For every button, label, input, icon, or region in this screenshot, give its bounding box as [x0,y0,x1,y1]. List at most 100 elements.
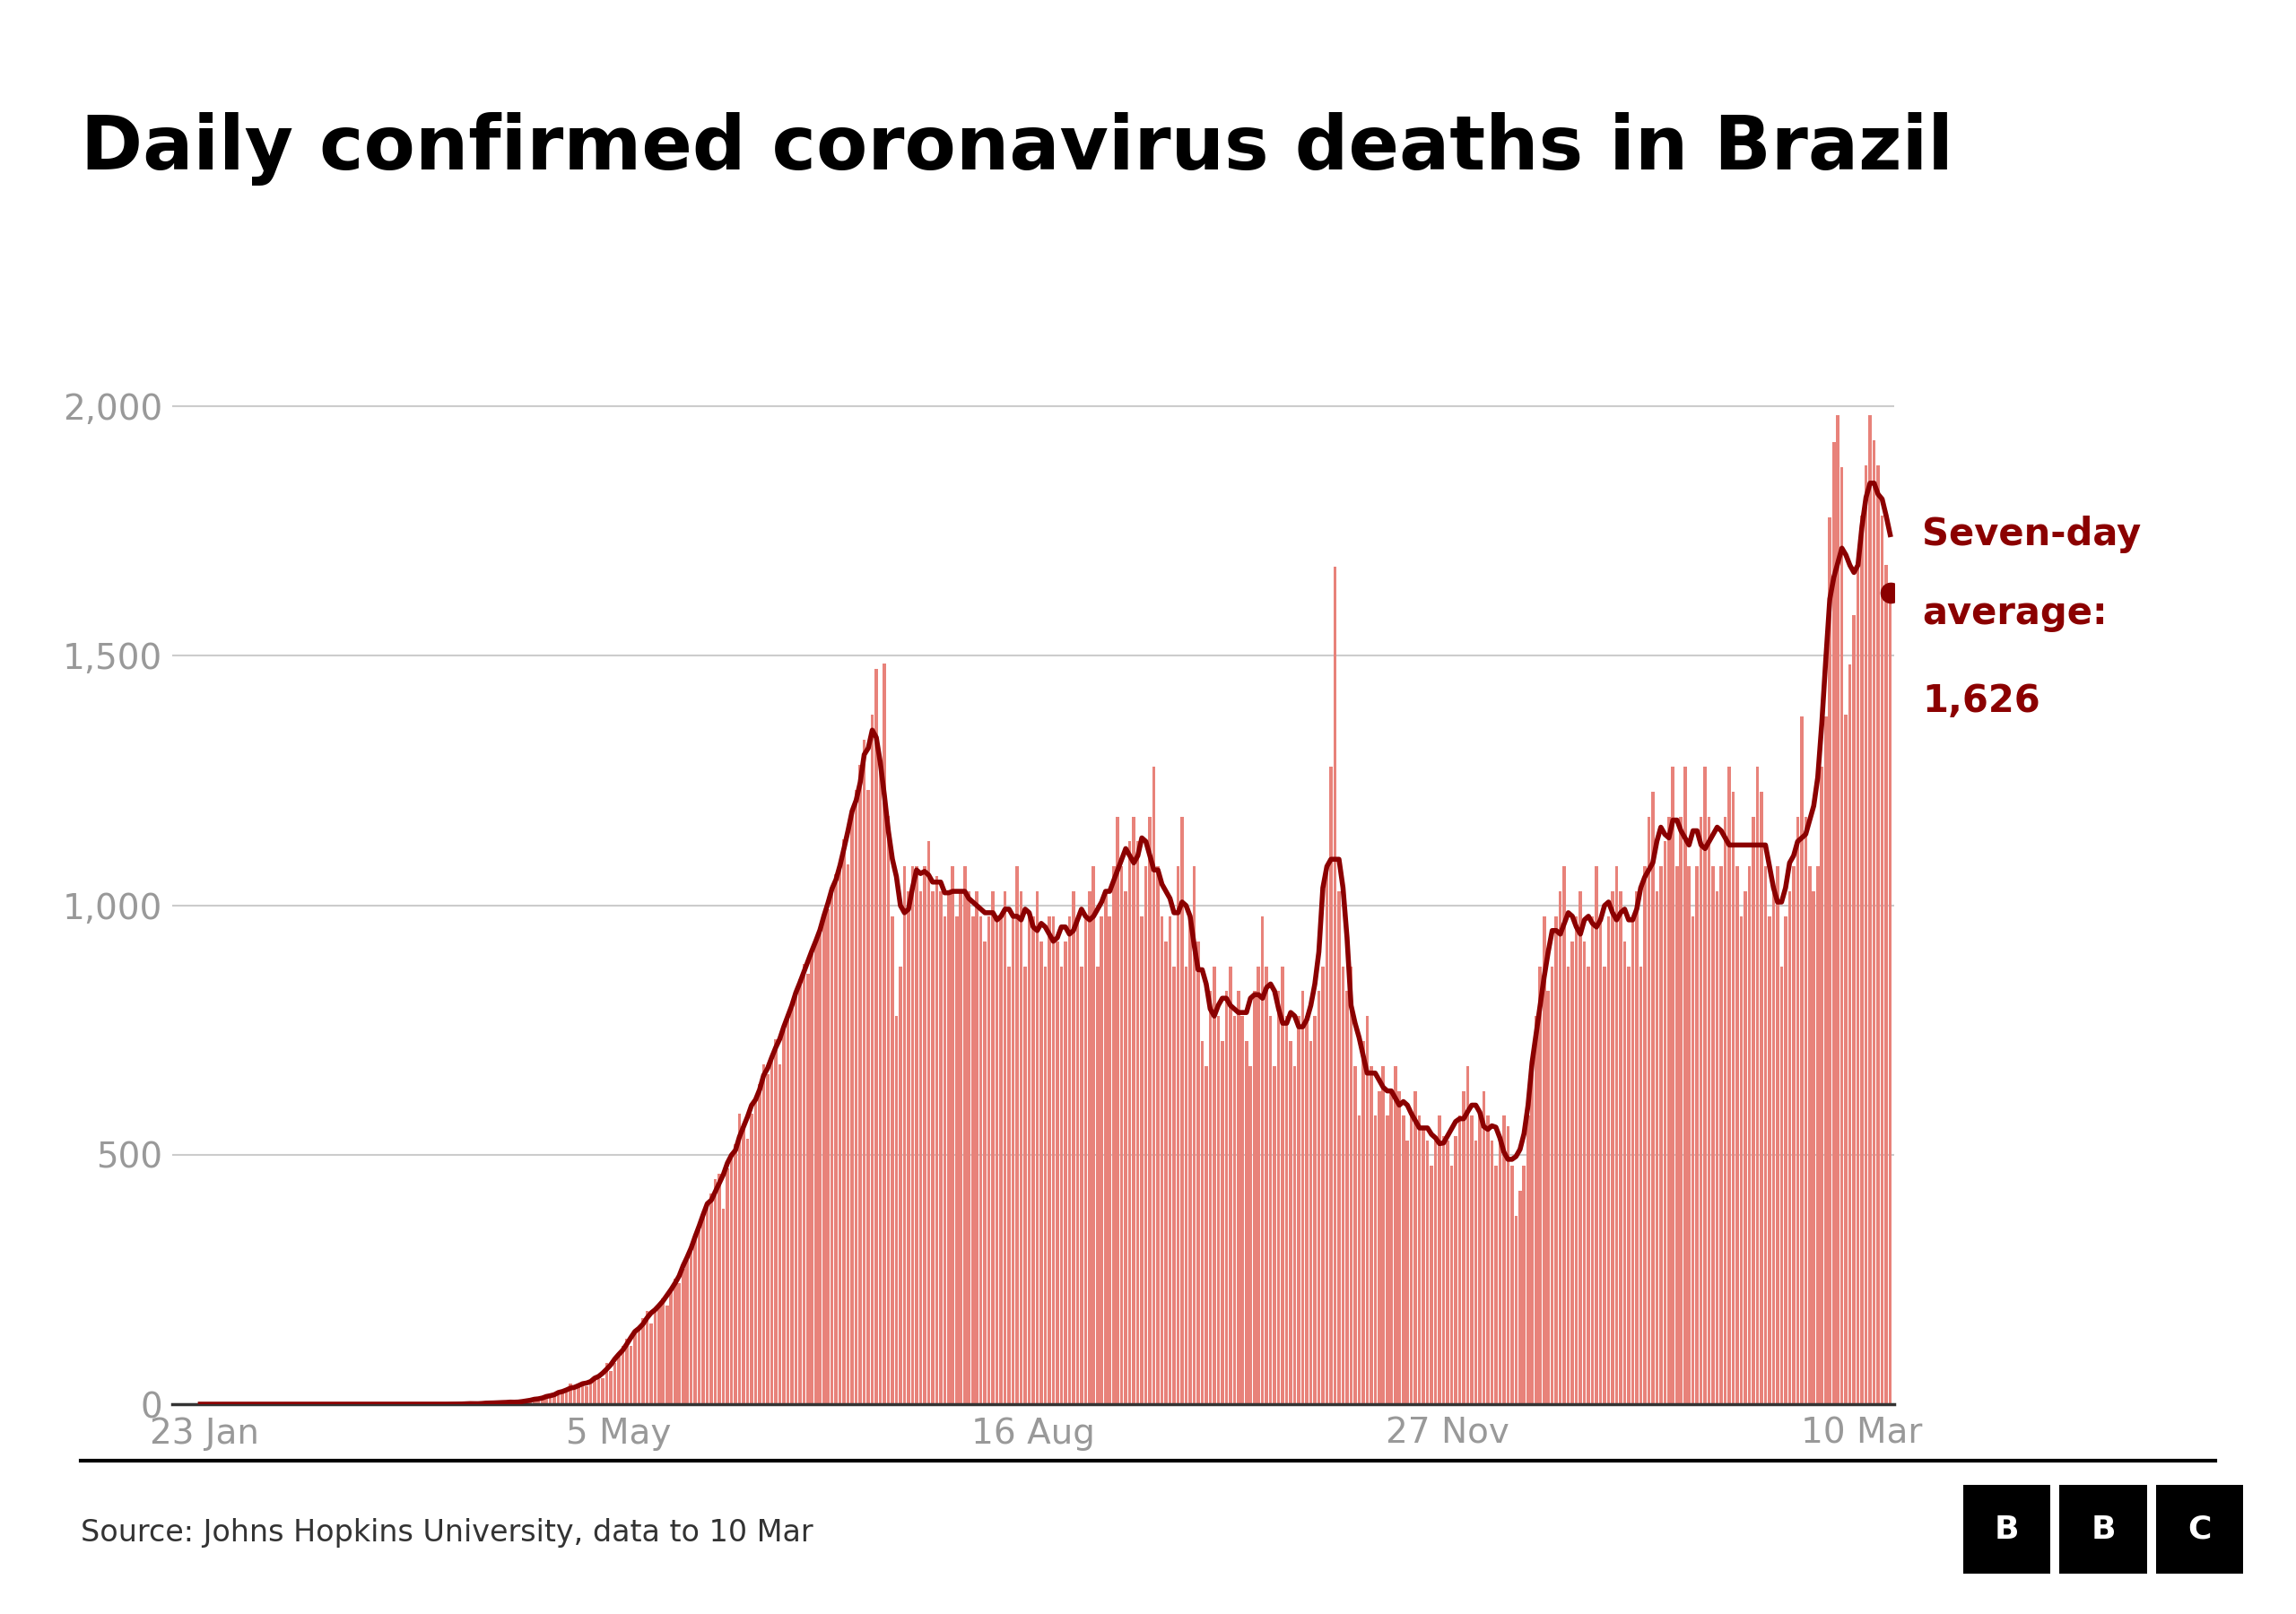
Bar [1176,867,1180,1404]
Bar [1628,967,1630,1404]
Bar [714,1178,716,1404]
Bar [1453,1136,1458,1404]
Bar [838,865,843,1404]
Bar [827,909,829,1404]
Bar [1752,817,1754,1404]
Bar [1302,991,1304,1404]
Bar [1304,1017,1309,1404]
Bar [1490,1141,1492,1404]
Bar [843,839,845,1404]
Bar [1874,441,1876,1404]
Bar [1201,1041,1203,1404]
Bar [1607,917,1609,1404]
Bar [1469,1115,1474,1404]
Bar [1644,867,1646,1404]
Bar [1630,917,1635,1404]
Bar [1063,941,1068,1404]
Text: C: C [2188,1514,2211,1545]
Bar [815,939,817,1404]
Bar [1763,867,1768,1404]
Bar [1153,767,1155,1404]
Bar [1137,841,1139,1404]
Text: B: B [2092,1514,2115,1545]
Bar [1373,1115,1378,1404]
Bar [1249,1065,1251,1404]
Bar [1389,1091,1394,1404]
Bar [1132,817,1137,1404]
Bar [581,1383,583,1404]
Bar [964,867,967,1404]
Bar [1499,1136,1502,1404]
Bar [1805,817,1807,1404]
Text: B: B [1995,1514,2018,1545]
Bar [1159,917,1164,1404]
Bar [1619,891,1623,1404]
Text: average:: average: [1922,594,2108,631]
Bar [928,841,930,1404]
Bar [1759,791,1763,1404]
Bar [677,1283,680,1404]
Bar [1841,468,1844,1404]
Bar [1288,1041,1293,1404]
Bar [967,891,971,1404]
Bar [526,1403,528,1404]
Bar [1029,917,1031,1404]
Bar [1756,767,1759,1404]
Bar [1052,917,1054,1404]
Bar [870,715,875,1404]
Bar [726,1169,730,1404]
Bar [1635,891,1639,1404]
Bar [1180,817,1185,1404]
Text: 1,626: 1,626 [1922,683,2041,720]
Bar [778,1064,781,1404]
Bar [987,917,990,1404]
Bar [996,917,999,1404]
Bar [1651,791,1655,1404]
Bar [689,1249,693,1404]
Bar [1394,1065,1396,1404]
Bar [948,891,951,1404]
Bar [1506,1127,1508,1404]
Bar [645,1311,647,1404]
Bar [1479,1115,1481,1404]
Bar [774,1039,778,1404]
Bar [1534,1017,1538,1404]
Bar [1221,1041,1224,1404]
Bar [1596,867,1598,1404]
Bar [1325,867,1329,1404]
Bar [1320,967,1325,1404]
Bar [1056,941,1058,1404]
Bar [799,980,801,1404]
Bar [1587,967,1591,1404]
Bar [576,1386,581,1404]
Bar [914,867,918,1404]
Bar [537,1396,540,1404]
Bar [980,917,983,1404]
Bar [1591,917,1593,1404]
Bar [1387,1115,1389,1404]
Bar [1543,917,1545,1404]
Bar [1045,967,1047,1404]
Bar [1313,1017,1316,1404]
Bar [1189,917,1192,1404]
Bar [1366,1017,1368,1404]
Bar [1614,867,1619,1404]
Bar [1421,1127,1426,1404]
Bar [1015,867,1019,1404]
Bar [1671,767,1674,1404]
Bar [705,1204,709,1404]
Bar [1410,1115,1412,1404]
Bar [1329,767,1332,1404]
Bar [1164,941,1169,1404]
Bar [1694,867,1699,1404]
Bar [1527,1115,1529,1404]
Bar [698,1228,700,1404]
Bar [721,1209,726,1404]
Bar [918,891,923,1404]
Bar [1104,891,1107,1404]
Bar [891,917,893,1404]
Bar [1522,1165,1525,1404]
Bar [693,1233,698,1404]
Bar [1127,841,1132,1404]
Bar [1683,767,1688,1404]
